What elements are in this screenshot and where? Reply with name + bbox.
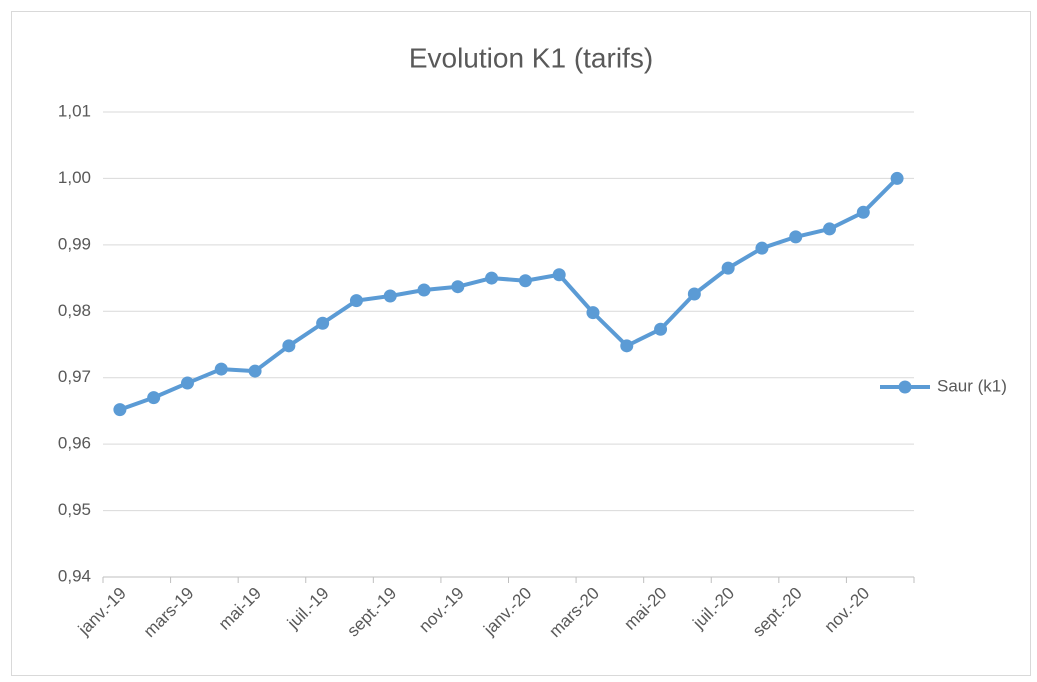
marker: [586, 306, 600, 320]
y-tick-label: 1,00: [58, 168, 91, 187]
legend-label: Saur (k1): [937, 376, 1007, 395]
marker: [316, 316, 330, 330]
y-tick-label: 0,97: [58, 367, 91, 386]
y-tick-label: 0,96: [58, 434, 91, 453]
y-tick-label: 0,94: [58, 566, 91, 585]
marker: [180, 376, 194, 390]
chart-title: Evolution K1 (tarifs): [409, 42, 653, 73]
marker: [383, 289, 397, 303]
marker: [147, 391, 161, 405]
legend-marker: [898, 380, 912, 394]
marker: [451, 280, 465, 294]
marker: [687, 287, 701, 301]
marker: [823, 222, 837, 236]
marker: [856, 205, 870, 219]
y-tick-label: 0,95: [58, 500, 91, 519]
y-tick-label: 0,98: [58, 301, 91, 320]
marker: [282, 339, 296, 353]
marker: [721, 261, 735, 275]
marker: [248, 364, 262, 378]
marker: [214, 362, 228, 376]
marker: [417, 283, 431, 297]
marker: [654, 322, 668, 336]
y-tick-label: 1,01: [58, 101, 91, 120]
marker: [552, 268, 566, 282]
marker: [518, 274, 532, 288]
y-tick-label: 0,99: [58, 234, 91, 253]
marker: [789, 230, 803, 244]
marker: [755, 241, 769, 255]
marker: [890, 171, 904, 185]
marker: [620, 339, 634, 353]
marker: [349, 294, 363, 308]
marker: [485, 271, 499, 285]
chart-border: [11, 11, 1031, 676]
marker: [113, 403, 127, 417]
